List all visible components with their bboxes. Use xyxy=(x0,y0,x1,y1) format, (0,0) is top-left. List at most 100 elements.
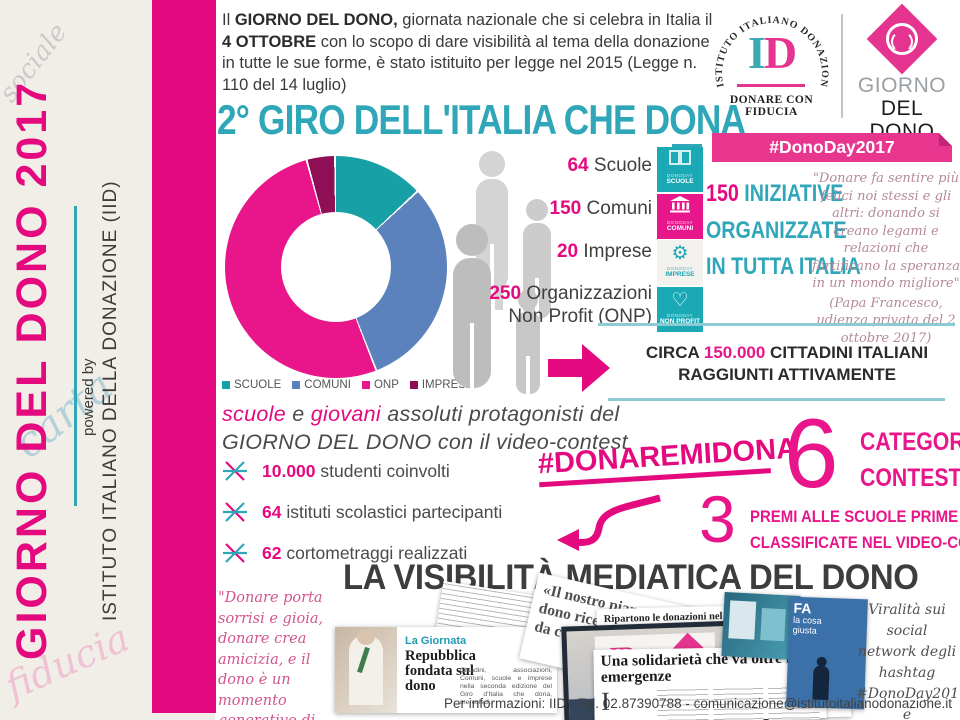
contest-premi-label: PREMI ALLE SCUOLE PRIME CLASSIFICATE NEL… xyxy=(750,504,960,556)
mattarella-quote: "Donare porta sorrisi e gioia, donare cr… xyxy=(218,588,334,720)
bullet-value: 62 xyxy=(262,543,282,563)
diamond-icon xyxy=(866,3,938,75)
reach-value: 150.000 xyxy=(703,343,766,362)
people-silhouettes-icon xyxy=(453,151,551,409)
stat-label: Scuole xyxy=(588,155,652,176)
bullet-label: cortometraggi realizzati xyxy=(281,543,468,563)
intro-paragraph: Il GIORNO DEL DONO, giornata nazionale c… xyxy=(222,10,714,96)
logo-line1: GIORNO xyxy=(857,74,947,97)
stat-value: 150 xyxy=(549,198,582,219)
divider-rule xyxy=(608,398,945,401)
quote-attribution: (Papa Francesco, udienza privata del 2 o… xyxy=(816,295,956,346)
bullet-label: studenti coinvolti xyxy=(315,461,450,481)
iniziative-line: ORGANIZZATE xyxy=(706,216,847,244)
contest-number-6: 6 xyxy=(784,398,839,508)
media-section-title: LA VISIBILITÀ MEDIATICA DEL DONO xyxy=(343,558,919,597)
social-virality-note: Viralità sui social network degli hashta… xyxy=(856,602,960,720)
giorno-del-dono-logo: GIORNO DEL DONO xyxy=(848,3,956,143)
reach-text-line2: RAGGIUNTI ATTIVAMENTE xyxy=(678,365,896,384)
intro-text: con lo scopo di dare visibilità al tema … xyxy=(222,32,710,94)
footer-contact-info: Per informazioni: IID - Tel. 02.87390788… xyxy=(444,696,952,711)
contest-number-3: 3 xyxy=(699,482,736,556)
intro-bold: GIORNO DEL DONO, xyxy=(234,11,398,29)
asterisk-icon xyxy=(222,499,248,530)
organization-name-vertical: ISTITUTO ITALIANO DELLA DONAZIONE (IID) xyxy=(100,180,121,622)
papa-francesco-quote: "Donare fa sentire più felici noi stessi… xyxy=(812,170,960,347)
heart-icon: ♡ xyxy=(671,289,689,311)
donoday-ribbon: #DonoDay2017 xyxy=(712,133,952,162)
label-line: CATEGORIE xyxy=(860,428,960,456)
label-line: CLASSIFICATE NEL VIDEO-CONTEST xyxy=(750,533,960,552)
bullet-cortometraggi: 62 cortometraggi realizzati xyxy=(222,540,467,571)
tv-graphic xyxy=(728,600,757,640)
monogram-d: D xyxy=(763,27,797,78)
monogram-i: I xyxy=(747,27,766,78)
asterisk-icon xyxy=(222,458,248,489)
label-line: CONTEST xyxy=(860,464,960,492)
stat-imprese: 20 Imprese xyxy=(437,240,652,263)
iniziative-block: 150 INIZIATIVE ORGANIZZATE IN TUTTA ITAL… xyxy=(706,176,861,286)
legend-item: ONP xyxy=(361,379,399,391)
bullet-istituti: 64 istituti scolastici partecipanti xyxy=(222,499,502,530)
person-silhouette xyxy=(812,665,830,701)
tv-show-title: giusta xyxy=(792,624,817,636)
stat-label: Comuni xyxy=(581,198,652,219)
tile-small-label: DONODAY xyxy=(667,266,693,271)
iid-logo: ISTITUTO ITALIANO DONAZIONE ID DONARE CO… xyxy=(701,0,838,130)
book-icon xyxy=(657,147,703,173)
press-clipping-giornata: La Giornata Repubblica fondata sul dono … xyxy=(335,627,557,713)
clipping-body: Cittadini, associazioni, Comuni, scuole … xyxy=(460,667,552,706)
stat-value: 64 xyxy=(567,155,589,176)
tile-label: NON PROFIT xyxy=(659,317,701,325)
intro-bold: 4 OTTOBRE xyxy=(222,32,317,51)
poster-title-vertical: GIORNO DEL DONO 2017 xyxy=(8,79,56,661)
stat-value: 20 xyxy=(556,241,579,262)
contest-categorie-label: CATEGORIE CONTEST xyxy=(860,424,960,496)
sidebar: sociale carta fiducia GIORNO DEL DONO 20… xyxy=(0,0,216,720)
reach-text: CITTADINI ITALIANI xyxy=(765,343,929,362)
bullet-value: 64 xyxy=(262,502,282,522)
tile-label: IMPRESE xyxy=(665,271,695,278)
tile-scuole: DONODAY SCUOLE xyxy=(657,147,703,192)
bullet-value: 10.000 xyxy=(262,461,316,481)
tile-small-label: DONODAY xyxy=(667,219,693,225)
protagonists-caption: scuole e giovani assoluti protagonisti d… xyxy=(222,400,628,456)
iid-tagline: DONARE CON FIDUCIA xyxy=(729,94,814,118)
tv-graphic xyxy=(760,608,786,642)
caption-line2: GIORNO DEL DONO con il video-contest xyxy=(222,430,628,454)
pink-accent-bar xyxy=(152,0,216,713)
clipping-photo xyxy=(335,627,397,713)
legend-item: SCUOLE xyxy=(222,379,281,391)
caption-pink: scuole xyxy=(222,402,286,426)
stat-label: Imprese xyxy=(578,241,652,262)
stat-label2: Non Profit (ONP) xyxy=(508,306,652,327)
divider-rule xyxy=(598,323,955,326)
chart-legend: SCUOLE COMUNI ONP IMPRESE xyxy=(222,379,474,391)
reach-statement: CIRCA 150.000 CITTADINI ITALIANI RAGGIUN… xyxy=(622,342,952,386)
logo-divider-line xyxy=(737,84,805,87)
stat-label: Organizzazioni xyxy=(521,283,652,304)
reach-text: CIRCA xyxy=(645,343,704,362)
bullet-studenti: 10.000 studenti coinvolti xyxy=(222,458,450,489)
intro-text: giornata nazionale che si celebra in Ita… xyxy=(397,11,713,29)
legend-item: COMUNI xyxy=(292,379,351,391)
stat-value: 250 xyxy=(489,283,522,304)
intro-text: Il xyxy=(222,11,235,29)
stat-onp: 250 Organizzazioni Non Profit (ONP) xyxy=(437,282,652,328)
section-title-giro: 2° GIRO DELL'ITALIA CHE DONA xyxy=(217,96,746,143)
tile-imprese: ⚙ DONODAY IMPRESE xyxy=(657,240,703,285)
iniziative-value: 150 xyxy=(706,180,739,207)
bank-icon xyxy=(657,194,703,220)
quote-text: "Donare porta sorrisi e gioia, donare cr… xyxy=(218,590,324,720)
iniziative-line: IN TUTTA ITALIA xyxy=(706,253,861,280)
asterisk-icon xyxy=(222,540,248,571)
iid-arc-text: ISTITUTO ITALIANO DONAZIONE xyxy=(701,0,829,89)
quote-text: "Donare fa sentire più felici noi stessi… xyxy=(812,171,960,291)
tile-label: SCUOLE xyxy=(666,178,694,185)
label-line: PREMI ALLE SCUOLE PRIME xyxy=(750,507,959,526)
iid-monogram: ID xyxy=(705,30,838,76)
stat-scuole: 64 Scuole xyxy=(437,154,652,177)
tile-comuni: DONODAY COMUNI xyxy=(657,193,703,239)
tile-label: COMUNI xyxy=(666,224,694,232)
